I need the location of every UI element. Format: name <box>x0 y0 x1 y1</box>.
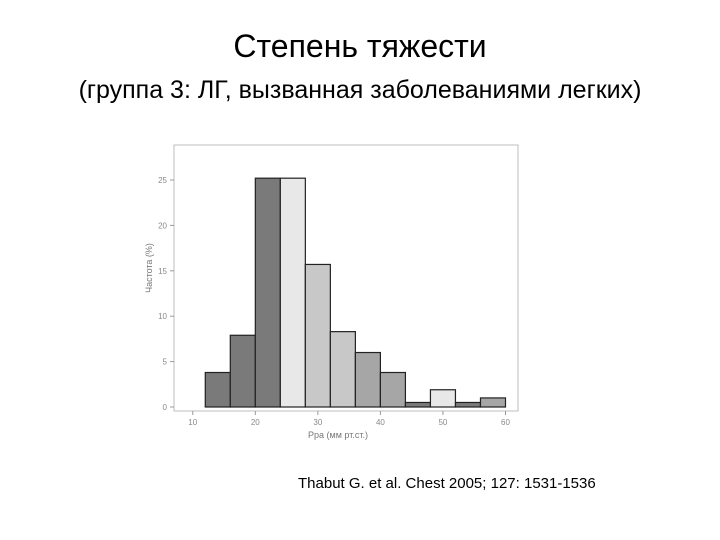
y-axis-label: Частота (%) <box>144 243 154 293</box>
histogram-bar <box>204 371 231 408</box>
x-tick-label: 20 <box>251 418 260 427</box>
y-tick-label: 5 <box>163 358 168 367</box>
y-tick-label: 10 <box>158 312 167 321</box>
x-axis-label: Ppa (мм рт.ст.) <box>308 430 368 440</box>
x-tick-label: 30 <box>313 418 322 427</box>
histogram-bar <box>429 389 457 408</box>
histogram-bar <box>379 371 407 408</box>
histogram-bar <box>354 351 382 408</box>
histogram-bar <box>304 263 331 408</box>
histogram-bar <box>404 401 432 408</box>
y-tick-label: 0 <box>163 403 168 412</box>
slide-title: Степень тяжести <box>233 28 487 64</box>
histogram-bar <box>454 401 482 408</box>
histogram-bar <box>229 334 256 408</box>
x-tick-label: 40 <box>376 418 385 427</box>
y-tick-label: 25 <box>158 176 167 185</box>
x-tick-label: 60 <box>501 418 510 427</box>
histogram-bar <box>329 331 356 408</box>
histogram-bar <box>479 397 507 408</box>
x-tick-label: 10 <box>188 418 197 427</box>
histogram-bar <box>279 177 306 408</box>
citation: Thabut G. et al. Chest 2005; 127: 1531-1… <box>298 475 596 492</box>
slide-subtitle: (группа 3: ЛГ, вызванная заболеваниями л… <box>78 76 642 104</box>
x-tick-label: 50 <box>438 418 447 427</box>
y-tick-label: 15 <box>158 267 167 276</box>
y-tick-label: 20 <box>158 221 167 230</box>
histogram-bar <box>254 177 281 408</box>
